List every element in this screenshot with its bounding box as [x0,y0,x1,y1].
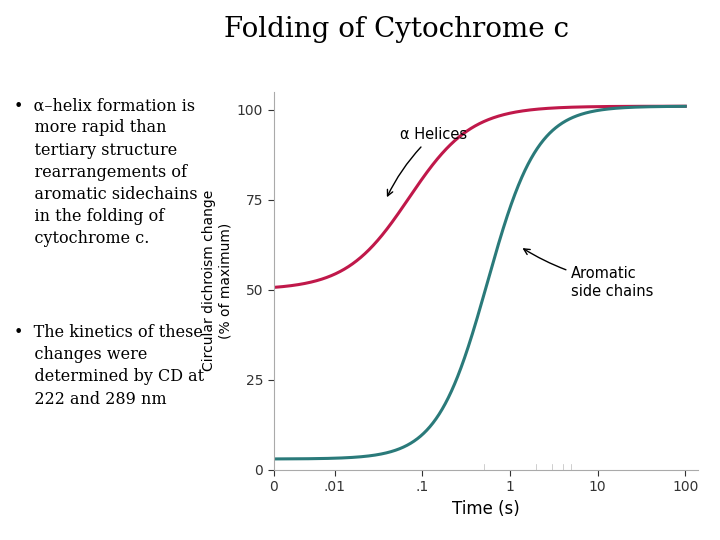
Text: •  The kinetics of these
    changes were
    determined by CD at
    222 and 28: • The kinetics of these changes were det… [14,324,204,408]
Text: Folding of Cytochrome c: Folding of Cytochrome c [223,16,569,43]
Text: Aromatic
side chains: Aromatic side chains [523,249,654,299]
Text: α Helices: α Helices [387,127,467,196]
X-axis label: Time (s): Time (s) [452,500,520,518]
Text: •  α–helix formation is
    more rapid than
    tertiary structure
    rearrange: • α–helix formation is more rapid than t… [14,97,198,247]
Y-axis label: Circular dichroism change
(% of maximum): Circular dichroism change (% of maximum) [202,190,233,372]
